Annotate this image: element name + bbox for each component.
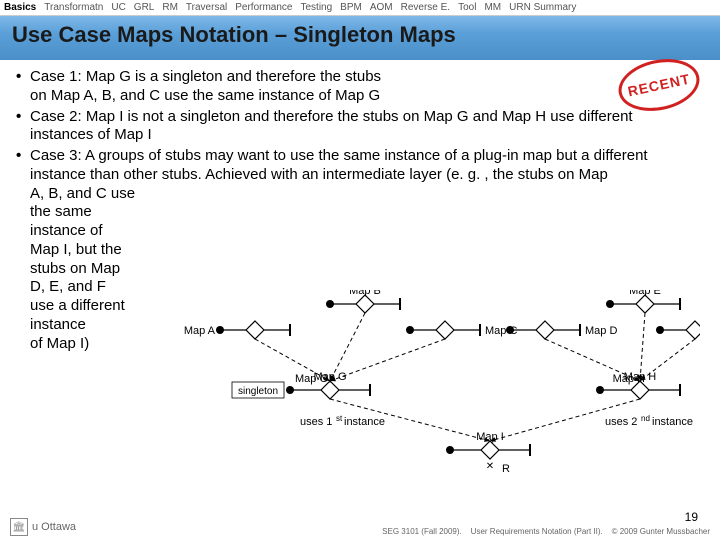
nav-item-transformatn[interactable]: Transformatn (44, 2, 103, 13)
uottawa-icon: 🏛 (10, 518, 28, 536)
svg-text:Map D: Map D (585, 325, 617, 337)
svg-text:Map G: Map G (295, 373, 328, 385)
footer-mid: User Requirements Notation (Part II). (471, 527, 603, 536)
footer-credits: SEG 3101 (Fall 2009). User Requirements … (382, 527, 710, 536)
nav-item-mm[interactable]: MM (484, 2, 501, 13)
svg-text:instance: instance (652, 416, 693, 428)
svg-text:uses 1: uses 1 (300, 416, 332, 428)
nav-item-bpm[interactable]: BPM (340, 2, 362, 13)
svg-text:Map B: Map B (349, 290, 381, 297)
nav-item-rm[interactable]: RM (162, 2, 178, 13)
case-2-text: Case 2: Map I is not a singleton and the… (30, 108, 633, 144)
svg-text:Map A: Map A (184, 325, 216, 337)
svg-text:uses 2: uses 2 (605, 416, 637, 428)
nav-item-testing[interactable]: Testing (300, 2, 332, 13)
svg-text:Map E: Map E (629, 290, 661, 297)
nav-item-traversal[interactable]: Traversal (186, 2, 227, 13)
ucm-diagram: Map AMap BMap CMap DMap EMap FMap Gsingl… (180, 290, 700, 470)
footer-logo: 🏛 u Ottawa (10, 518, 76, 536)
nav-item-reverse-e-[interactable]: Reverse E. (401, 2, 450, 13)
nav-item-uc[interactable]: UC (111, 2, 125, 13)
case-1-text: Case 1: Map G is a singleton and therefo… (30, 68, 381, 104)
svg-text:Map I: Map I (476, 431, 504, 443)
nav-item-aom[interactable]: AOM (370, 2, 393, 13)
footer-logo-text: u Ottawa (32, 521, 76, 533)
svg-text:R: R (502, 463, 510, 475)
svg-text:st: st (336, 414, 343, 423)
svg-text:✕: ✕ (486, 461, 494, 472)
nav-bar: Basics Transformatn UC GRL RM Traversal Perfor… (0, 0, 720, 16)
footer-left: SEG 3101 (Fall 2009). (382, 527, 462, 536)
nav-item-tool[interactable]: Tool (458, 2, 476, 13)
title-bar: Use Case Maps Notation – Singleton Maps (0, 16, 720, 60)
nav-item-urn-summary[interactable]: URN Summary (509, 2, 576, 13)
footer: 🏛 u Ottawa SEG 3101 (Fall 2009). User Re… (0, 518, 720, 536)
page-title: Use Case Maps Notation – Singleton Maps (12, 22, 708, 48)
svg-text:instance: instance (344, 416, 385, 428)
svg-text:singleton: singleton (238, 386, 278, 397)
nav-item-grl[interactable]: GRL (134, 2, 155, 13)
svg-text:nd: nd (641, 414, 650, 423)
nav-item-performance[interactable]: Performance (235, 2, 292, 13)
nav-item-basics[interactable]: Basics (4, 2, 36, 13)
case-1: Case 1: Map G is a singleton and therefo… (30, 68, 700, 106)
footer-right: © 2009 Gunter Mussbacher (612, 527, 710, 536)
case-2: Case 2: Map I is not a singleton and the… (30, 108, 700, 146)
